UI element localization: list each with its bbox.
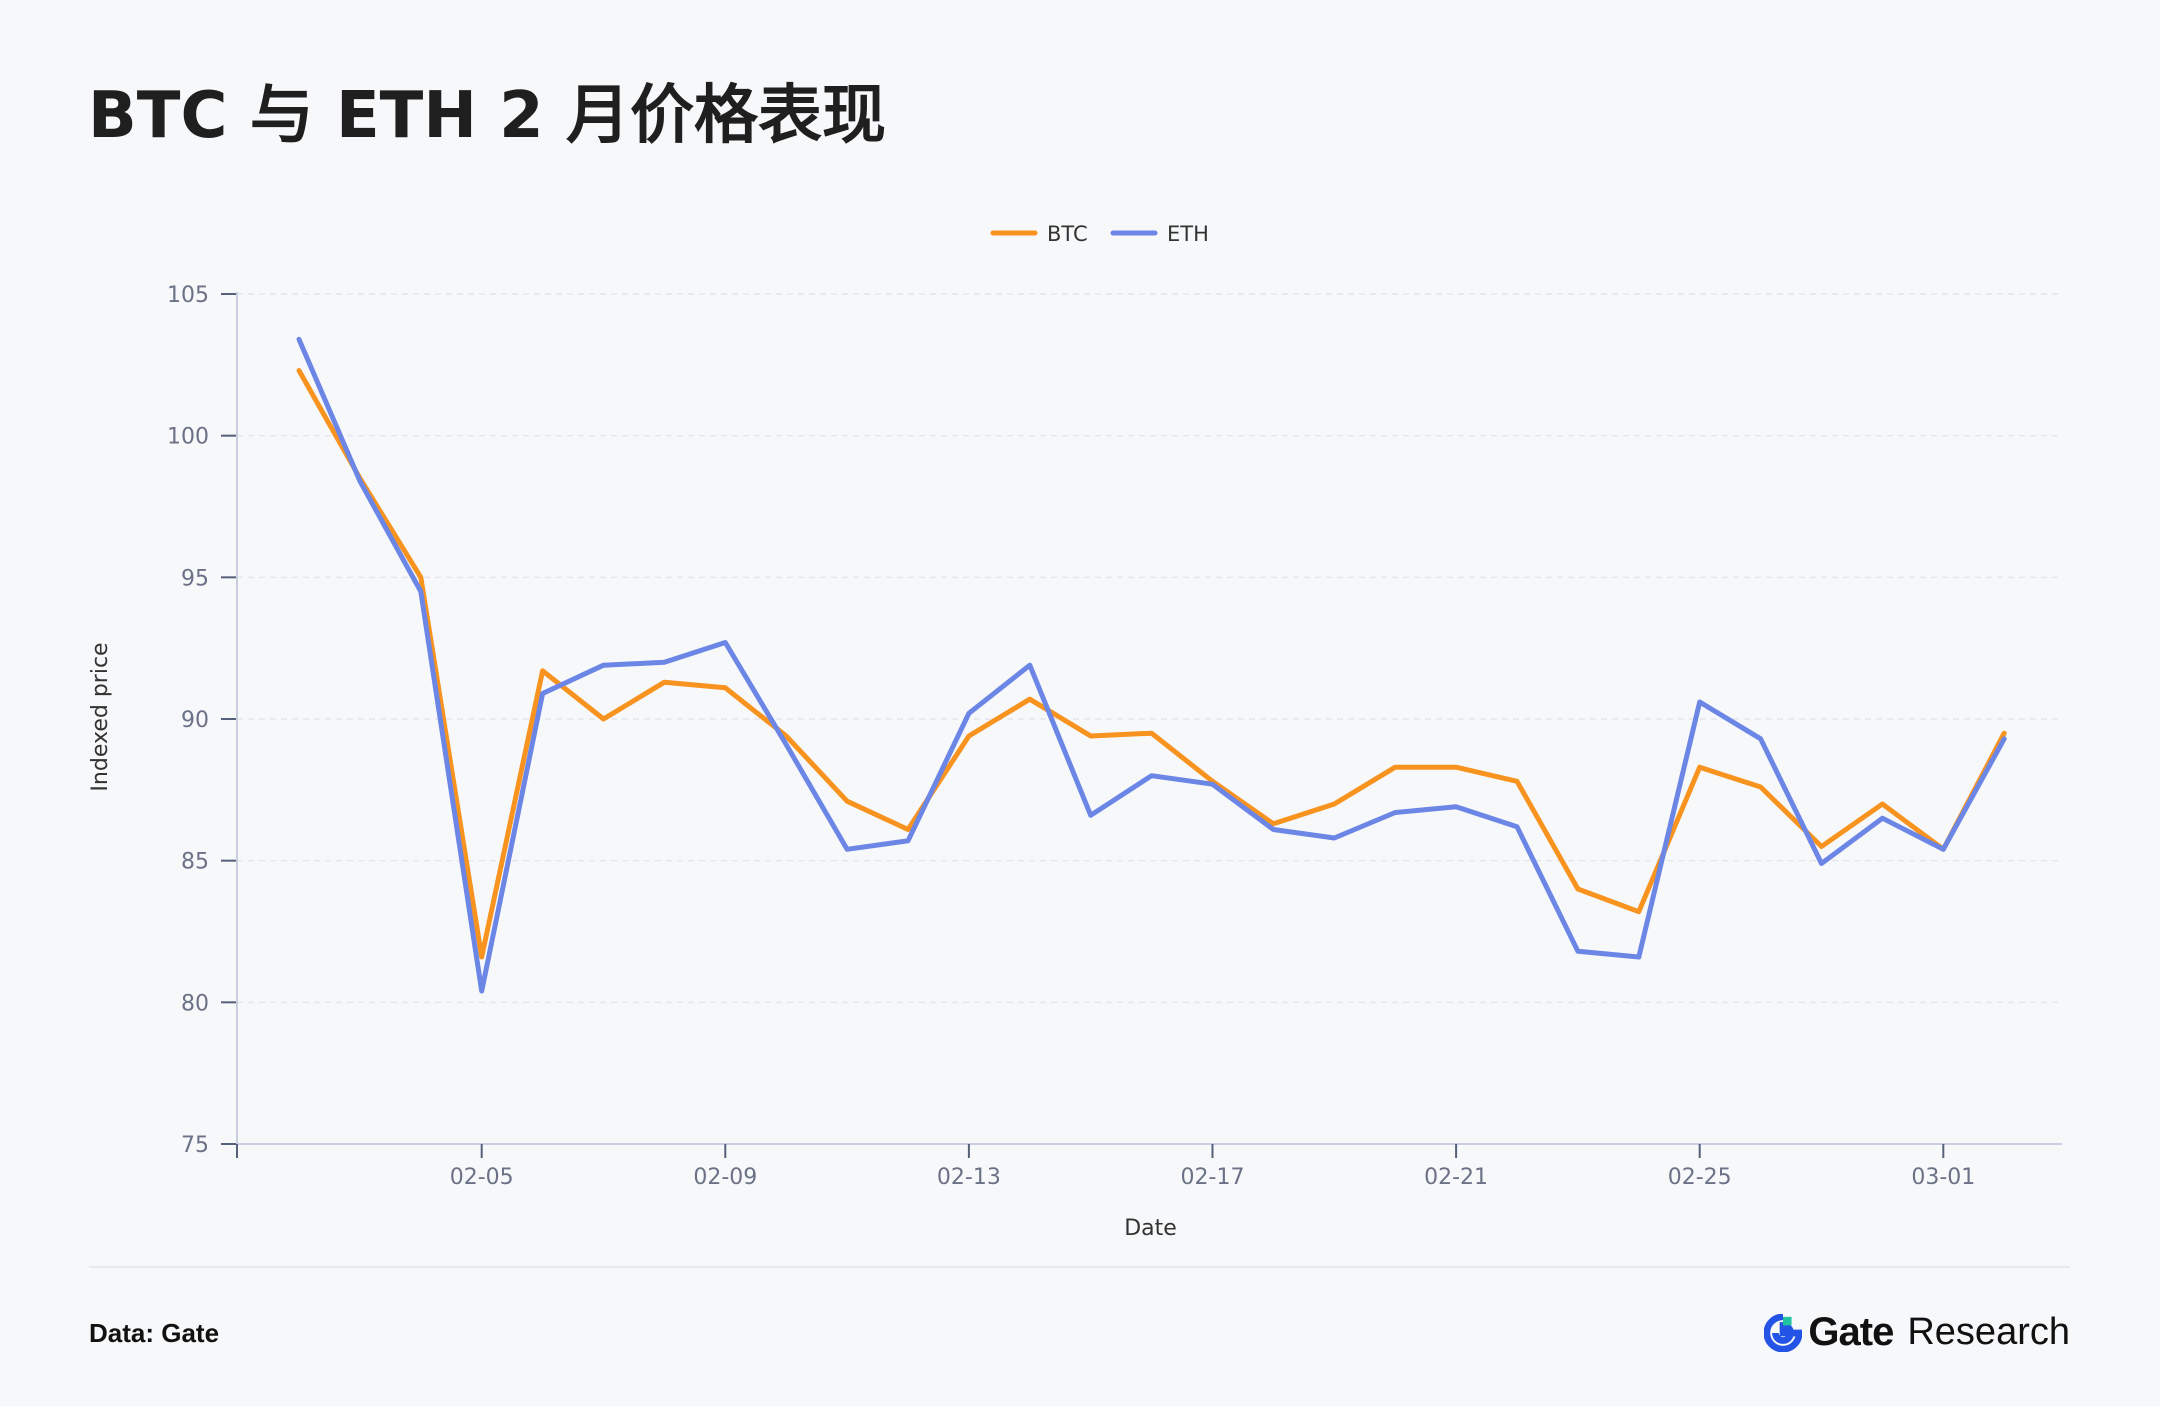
brand-logo: Gate Research [1764, 1310, 2070, 1355]
x-tick-label: 02-13 [937, 1165, 1001, 1190]
x-tick-label: 03-01 [1911, 1165, 1975, 1190]
footer-divider [89, 1266, 2070, 1268]
series-line-btc [296, 368, 2007, 960]
y-tick-label: 75 [181, 1133, 209, 1158]
x-tick-label: 02-25 [1668, 1165, 1732, 1190]
y-axis-label: Indexed price [88, 642, 113, 791]
y-tick-label: 80 [181, 991, 209, 1016]
x-tick-label: 02-05 [450, 1165, 514, 1190]
x-axis-label: Date [1124, 1216, 1177, 1241]
brand-name: Gate [1808, 1310, 1894, 1354]
x-tick-label: 02-17 [1181, 1165, 1245, 1190]
legend-label-eth: ETH [1167, 222, 1209, 246]
x-tick-label: 02-09 [693, 1165, 757, 1190]
data-source-label: Data: Gate [89, 1318, 220, 1348]
legend-label-btc: BTC [1047, 222, 1088, 246]
y-tick-label: 95 [181, 566, 209, 591]
series-line-eth [296, 336, 2007, 994]
y-tick-label: 85 [181, 850, 209, 875]
gate-logo-icon [1764, 1313, 1803, 1352]
brand-suffix: Research [1907, 1311, 2070, 1353]
y-tick-label: 105 [167, 283, 209, 308]
y-tick-label: 100 [167, 425, 209, 450]
y-tick-label: 90 [181, 708, 209, 733]
page-title: BTC 与 ETH 2 月价格表现 [88, 79, 886, 153]
x-tick-label: 02-21 [1424, 1165, 1488, 1190]
